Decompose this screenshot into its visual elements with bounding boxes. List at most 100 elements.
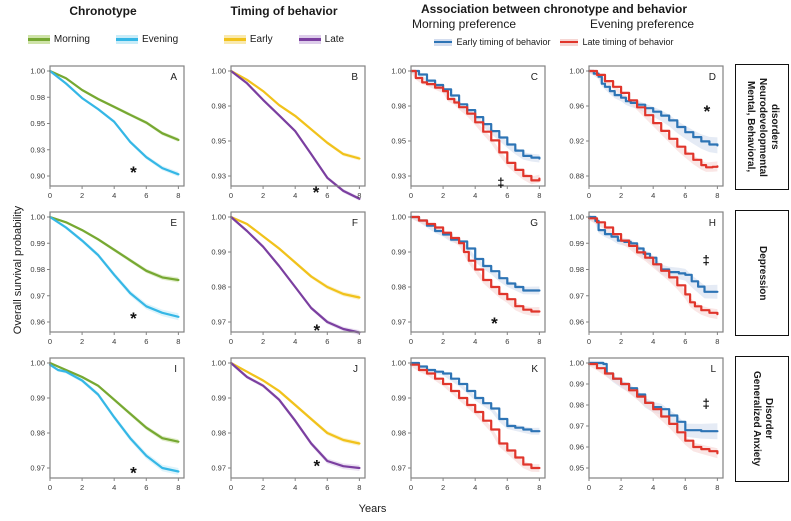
y-tick-label: 1.00: [569, 213, 584, 222]
legend-line-icon: [560, 40, 579, 44]
y-tick-label: 0.98: [211, 429, 226, 438]
x-tick-label: 2: [80, 337, 84, 346]
panel-letter: J: [353, 364, 358, 375]
y-tick-label: 0.98: [391, 283, 406, 292]
axis-frame: [588, 65, 724, 187]
x-tick-label: 2: [80, 483, 84, 492]
legend-swatch-icon: [434, 38, 453, 46]
x-tick-label: 8: [537, 191, 541, 200]
panel-B: 1.00 0.98 0.95 0.93 0 2 4 6 8 B *: [198, 60, 370, 211]
y-tick-label: 0.98: [30, 93, 45, 102]
y-tick-label: 0.99: [569, 239, 584, 248]
y-tick-label: 0.96: [569, 443, 584, 452]
y-tick-label: 1.00: [211, 213, 226, 222]
significance-marker: *: [130, 163, 137, 182]
y-tick-label: 1.00: [30, 213, 45, 222]
legend-label: Late timing of behavior: [582, 37, 674, 47]
y-tick-label: 0.95: [30, 119, 45, 128]
y-tick-label: 0.93: [391, 172, 406, 181]
y-tick-label: 0.92: [569, 137, 584, 146]
x-tick-label: 2: [261, 191, 265, 200]
x-tick-label: 6: [325, 191, 329, 200]
y-tick-label: 1.00: [391, 359, 406, 368]
x-tick-label: 4: [473, 483, 477, 492]
panel-D-chart: 1.00 0.96 0.92 0.88 0 2 4 6 8 D *: [569, 65, 724, 200]
x-tick-label: 6: [505, 191, 509, 200]
y-tick-label: 0.97: [30, 464, 45, 473]
significance-marker: *: [704, 102, 711, 121]
x-tick-label: 0: [48, 191, 52, 200]
significance-marker: *: [491, 314, 498, 333]
legend-chronotype: Morning Evening: [17, 34, 189, 45]
x-tick-label: 2: [441, 191, 445, 200]
y-tick-label: 0.97: [569, 422, 584, 431]
ci-band: [411, 69, 540, 185]
axis-frame: [49, 211, 185, 333]
y-tick-label: 0.99: [211, 394, 226, 403]
legend-item-association-0: Early timing of behavior: [434, 37, 550, 47]
significance-marker: ‡: [497, 175, 504, 190]
x-tick-label: 8: [537, 483, 541, 492]
y-tick-label: 0.98: [569, 265, 584, 274]
significance-marker: ‡: [703, 396, 710, 411]
x-tick-label: 6: [683, 483, 687, 492]
panel-letter: C: [531, 72, 538, 83]
x-tick-label: 6: [683, 337, 687, 346]
survival-curve: [409, 215, 541, 292]
y-tick-label: 1.00: [569, 67, 584, 76]
y-tick-label: 0.97: [391, 464, 406, 473]
panel-F-chart: 1.00 0.99 0.98 0.97 0 2 4 6 8 F *: [211, 211, 366, 346]
y-tick-label: 0.88: [569, 172, 584, 181]
axis-frame: [230, 65, 366, 187]
y-tick-label: 0.90: [30, 172, 45, 181]
x-tick-label: 8: [357, 337, 361, 346]
x-tick-label: 6: [144, 337, 148, 346]
x-tick-label: 8: [176, 337, 180, 346]
panel-G: 1.00 0.99 0.98 0.97 0 2 4 6 8 G *: [378, 206, 550, 357]
row-label-mental-behavioral: Mental, Behavioral, Neurodevelopmental d…: [735, 64, 789, 190]
x-tick-label: 0: [409, 483, 413, 492]
x-tick-label: 4: [293, 337, 297, 346]
significance-marker: *: [130, 464, 137, 483]
legend-item-timing-0: Early: [223, 34, 273, 45]
panel-letter: F: [352, 218, 358, 229]
panel-letter: G: [530, 218, 538, 229]
y-tick-label: 1.00: [30, 67, 45, 76]
survival-curve: [229, 69, 361, 160]
panel-L-chart: 1.00 0.99 0.98 0.97 0.96 0.95 0 2 4 6 8 L ‡: [569, 357, 724, 492]
ci-band: [589, 216, 718, 320]
x-tick-label: 4: [112, 483, 116, 492]
survival-curve: [409, 69, 541, 182]
x-tick-label: 6: [505, 337, 509, 346]
x-tick-label: 2: [261, 337, 265, 346]
legend-timing: Early Late: [198, 34, 370, 45]
panel-J-chart: 1.00 0.99 0.98 0.97 0 2 4 6 8 J *: [211, 357, 366, 492]
survival-curve: [48, 215, 180, 318]
legend-association: Early timing of behavior Late timing of b…: [378, 37, 730, 47]
legend-swatch-icon: [223, 35, 246, 44]
y-tick-label: 1.00: [391, 67, 406, 76]
y-tick-label: 0.98: [211, 283, 226, 292]
x-tick-label: 6: [683, 191, 687, 200]
x-tick-label: 2: [441, 337, 445, 346]
axis-frame: [588, 211, 724, 333]
panel-C: 1.00 0.98 0.95 0.93 0 2 4 6 8 C ‡: [378, 60, 550, 211]
survival-curve: [48, 69, 180, 176]
legend-item-chronotype-1: Evening: [116, 34, 178, 45]
column-header-timing: Timing of behavior: [230, 4, 338, 18]
x-tick-label: 4: [651, 337, 655, 346]
y-tick-label: 0.97: [211, 318, 226, 327]
ci-band: [589, 360, 718, 440]
survival-curve: [229, 361, 361, 470]
legend-line-icon: [298, 38, 321, 41]
row-label-depression: Depression: [735, 210, 789, 336]
legend-swatch-icon: [560, 38, 579, 46]
axis-frame: [588, 357, 724, 479]
y-tick-label: 0.99: [391, 248, 406, 257]
x-tick-label: 6: [144, 191, 148, 200]
y-tick-label: 0.96: [30, 318, 45, 327]
survival-curve: [409, 361, 541, 433]
y-tick-label: 0.98: [30, 429, 45, 438]
panel-I: 1.00 0.99 0.98 0.97 0 2 4 6 8 I *: [17, 352, 189, 503]
legend-item-chronotype-0: Morning: [27, 34, 90, 45]
